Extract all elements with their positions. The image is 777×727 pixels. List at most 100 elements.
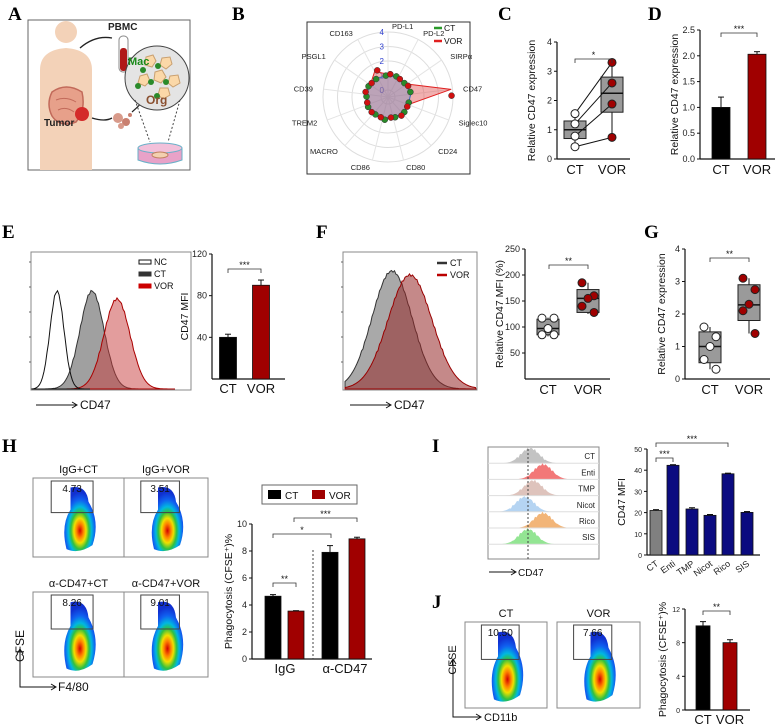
x-tick-label: CT [219, 381, 236, 396]
radar-tick-label: 0 [380, 86, 385, 95]
radar-point-vor [396, 75, 404, 83]
bar-nicot [703, 514, 717, 556]
x-tick-label: Rico [712, 558, 732, 577]
radar-category-label: CD80 [406, 163, 425, 172]
radar-category-label: PSGL1 [302, 52, 326, 61]
x-tick-label: CT [539, 382, 556, 397]
legend-label: CT [154, 269, 166, 279]
x-tick-label: SIS [734, 558, 752, 575]
x-tick-label: CT [566, 162, 583, 177]
gate-rect [140, 480, 180, 514]
data-point-ct [537, 313, 547, 323]
y-tick-label: 100 [505, 322, 520, 332]
legend-label: CT [285, 491, 298, 502]
data-point-vor [750, 285, 760, 295]
x-axis-label: CD47 [518, 568, 544, 579]
y-tick-label: 1.0 [682, 102, 695, 112]
bar-vor [722, 642, 738, 711]
radar-spoke [387, 59, 442, 98]
arrow-head-icon [449, 658, 482, 721]
bar-ct [649, 510, 663, 556]
y-tick-label: 0 [638, 553, 642, 560]
gate-rect [573, 624, 613, 660]
y-tick-label: 30 [634, 489, 642, 496]
data-point-ct [543, 324, 553, 334]
radar-category-label: SIRPα [450, 52, 473, 61]
data-point-ct [711, 364, 721, 374]
significance-bracket [702, 610, 731, 615]
y-tick-label: 0.0 [682, 154, 695, 164]
significance-label: *** [687, 434, 698, 444]
legend-swatch-ct [268, 490, 281, 499]
significance-bracket [574, 58, 613, 63]
histogram-row-nicot [490, 496, 598, 512]
legend-label: NC [154, 257, 167, 267]
y-tick-label: 20 [634, 511, 642, 518]
y-tick-label: 3 [675, 277, 680, 287]
tumor-label: Tumor [44, 118, 74, 129]
significance-bracket [293, 517, 358, 522]
radar-point-vor [362, 88, 369, 96]
y-tick-label: 0.5 [682, 128, 695, 138]
x-tick-label: VOR [247, 381, 275, 396]
radar-point-vor [404, 82, 412, 90]
gate-percentage: 3.51 [150, 484, 170, 495]
bar-rico [721, 473, 735, 556]
bar-vor [747, 53, 767, 160]
y-tick-label: 12 [672, 607, 680, 614]
radar-category-label: CD39 [294, 84, 313, 93]
significance-bracket [655, 442, 729, 447]
data-point-vor [744, 299, 754, 309]
panel-label-d: D [648, 4, 662, 25]
y-tick-label: 6 [242, 573, 247, 583]
histogram-row-ct [490, 447, 598, 464]
data-point-vor [738, 306, 748, 316]
y-tick-label: 2 [547, 96, 552, 106]
data-point-ct [699, 355, 709, 364]
significance-label: * [592, 50, 596, 60]
y-tick-label: 0 [242, 654, 247, 664]
legend-label: VOR [154, 281, 174, 291]
bar-sis [740, 511, 754, 556]
significance-bracket [227, 268, 262, 273]
panel-label-a: A [8, 4, 22, 25]
y-tick-label: 3 [547, 66, 552, 76]
y-tick-label: 4 [675, 244, 680, 254]
gate-percentage: 4.73 [62, 484, 82, 495]
radar-spoke [344, 96, 389, 146]
flow-density-blob [491, 631, 524, 702]
data-point-ct [711, 332, 721, 342]
significance-label: *** [734, 24, 745, 34]
legend-label: CT [450, 258, 462, 268]
flow-density-blob [151, 486, 184, 552]
data-point-vor [589, 307, 599, 317]
data-point-ct [699, 322, 709, 332]
histogram-row-sis [490, 528, 598, 545]
legend-swatch-ct [138, 271, 152, 277]
y-tick-label: 40 [634, 468, 642, 475]
legend-label: VOR [329, 491, 351, 502]
arrow-head-icon [510, 568, 517, 576]
tissue-fragments-icon [113, 113, 132, 129]
radar-spoke [327, 96, 389, 121]
flow-density-blob [584, 631, 616, 702]
bar-ct [219, 336, 237, 380]
paired-line [574, 103, 613, 137]
data-point-ct [570, 119, 580, 129]
data-point-ct [705, 342, 715, 351]
y-tick-label: 50 [510, 348, 520, 358]
radar-spoke [323, 88, 389, 98]
data-point-ct [537, 330, 547, 340]
radar-point-vor [368, 79, 375, 87]
y-axis-label: CD47 MFI [616, 478, 628, 526]
y-tick-label: 2.0 [682, 51, 695, 61]
significance-bracket [272, 533, 332, 538]
panel-label-e: E [2, 222, 15, 243]
flow-plot-title: CT [499, 608, 514, 620]
histogram-row-label: Rico [579, 517, 596, 526]
gate-rect [480, 624, 520, 660]
y-axis-label: Phagocytosis (CFSE⁺)% [657, 602, 669, 717]
y-tick-label: 120 [192, 249, 207, 259]
panel-label-j: J [432, 592, 442, 613]
